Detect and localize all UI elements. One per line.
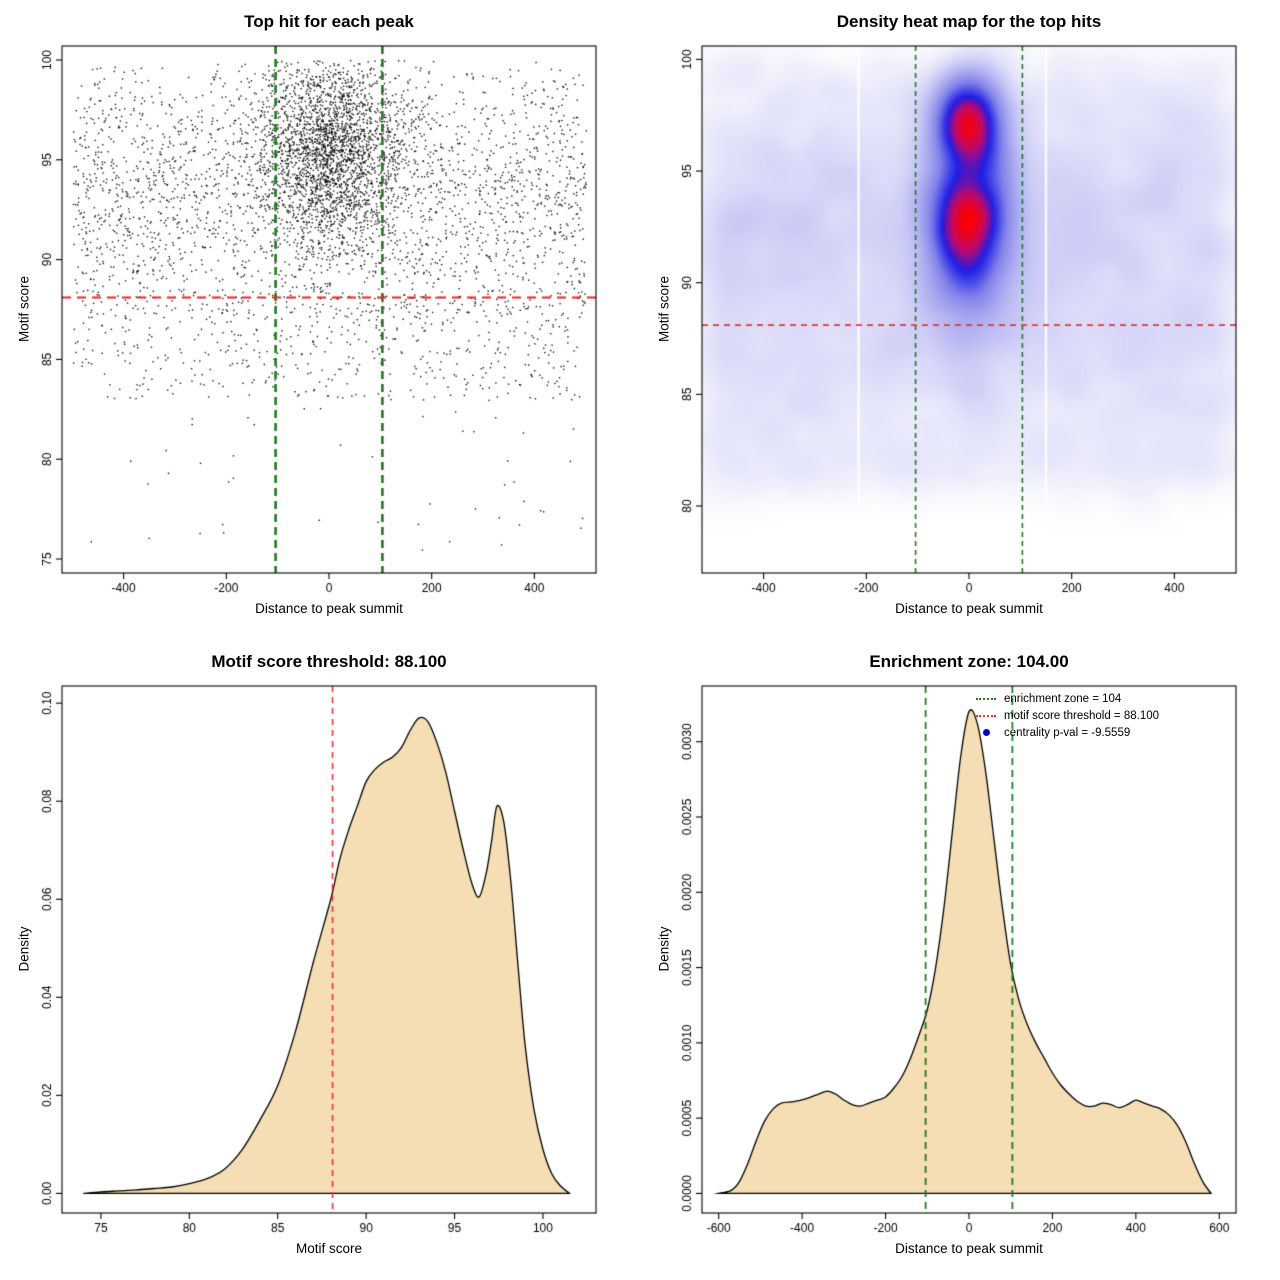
heatmap-canvas xyxy=(640,0,1280,640)
panel-scatter-top-hits: Top hit for each peak Distance to peak s… xyxy=(0,0,640,640)
legend-label: motif score threshold = 88.100 xyxy=(1004,709,1160,722)
legend-item-centrality-pval: centrality p-val = -9.5559 xyxy=(976,724,1159,741)
panel-title: Enrichment zone: 104.00 xyxy=(869,652,1069,671)
plot-legend: enrichment zone = 104 motif score thresh… xyxy=(976,690,1159,741)
dotted-line-icon xyxy=(976,714,996,717)
panel-title: Motif score threshold: 88.100 xyxy=(211,652,447,671)
x-axis-label: Distance to peak summit xyxy=(895,601,1043,616)
panel-distance-density: Enrichment zone: 104.00 Distance to peak… xyxy=(640,640,1280,1280)
score-density-canvas xyxy=(0,640,640,1280)
x-axis-label: Distance to peak summit xyxy=(255,601,403,616)
panel-title: Top hit for each peak xyxy=(244,12,414,31)
panel-motif-score-density: Motif score threshold: 88.100 Motif scor… xyxy=(0,640,640,1280)
legend-item-enrichment-zone: enrichment zone = 104 xyxy=(976,690,1159,707)
legend-label: enrichment zone = 104 xyxy=(1004,692,1122,705)
y-axis-label: Motif score xyxy=(656,275,672,343)
panel-density-heatmap: Density heat map for the top hits Distan… xyxy=(640,0,1280,640)
distance-density-canvas xyxy=(640,640,1280,1280)
legend-label: centrality p-val = -9.5559 xyxy=(1004,726,1131,739)
panel-title: Density heat map for the top hits xyxy=(836,12,1102,31)
scatter-canvas xyxy=(0,0,640,640)
x-axis-label: Distance to peak summit xyxy=(895,1241,1043,1256)
y-axis-label: Density xyxy=(656,926,672,972)
dot-icon xyxy=(982,729,990,736)
y-axis-label: Density xyxy=(16,926,32,972)
dotted-line-icon xyxy=(976,697,996,700)
legend-item-score-threshold: motif score threshold = 88.100 xyxy=(976,707,1159,724)
x-axis-label: Motif score xyxy=(295,1241,363,1256)
y-axis-label: Motif score xyxy=(16,275,32,343)
